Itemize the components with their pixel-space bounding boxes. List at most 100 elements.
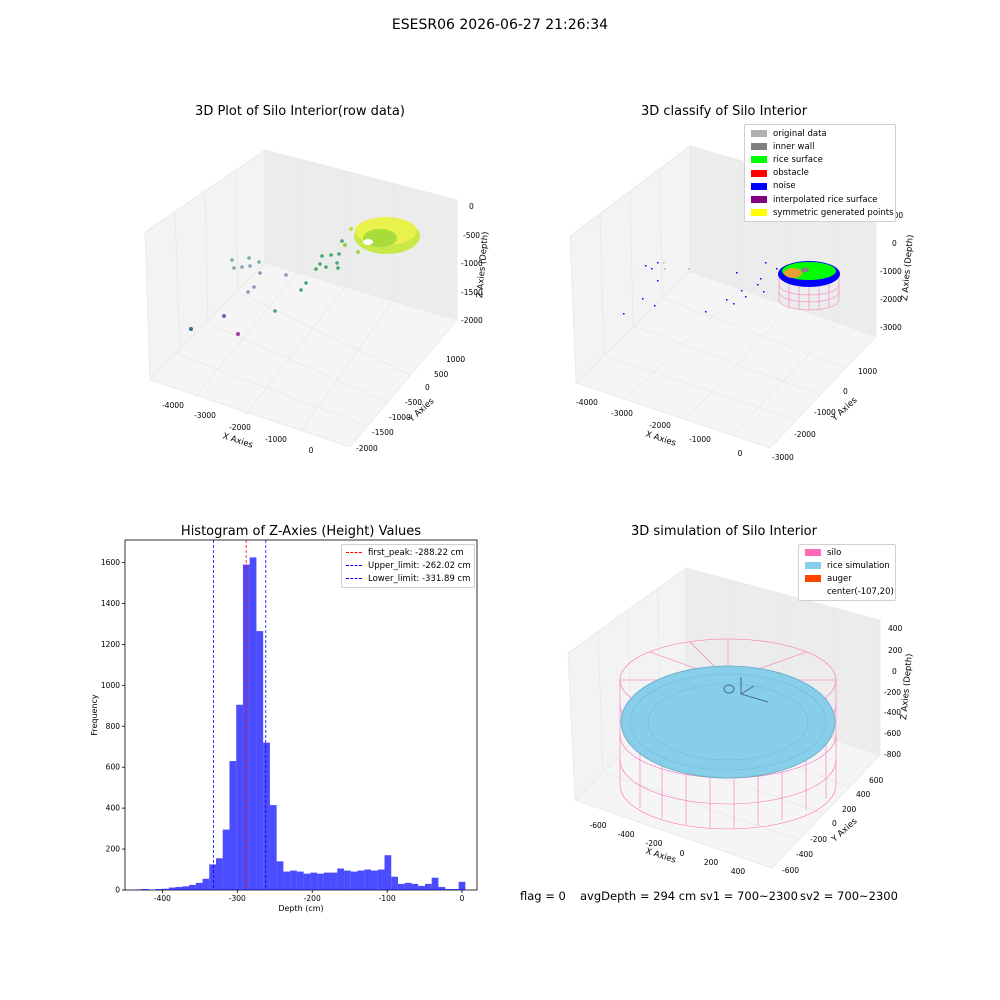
histogram-x-tick-label: -300 [229,894,246,903]
legend-label: interpolated rice surface [773,194,878,205]
legend-item: first_peak: -288.22 cm [342,546,474,559]
simulation-x-label: X Axies [644,846,677,865]
histogram-y-label: Frequency [90,694,99,736]
simulation-z-tick: -200 [884,688,901,697]
legend-swatch [346,578,362,580]
simulation-x-tick: -600 [589,821,606,830]
simulation-x-tick: 400 [731,867,746,876]
histogram-y-tick-label: 400 [106,804,121,813]
legend-label: center(-107,20) [827,587,894,598]
simulation-z-tick: 0 [892,667,897,676]
classify-y-tick: -1000 [814,408,836,417]
histogram-bar [344,870,351,890]
raw-z-tick: -1500 [461,288,483,297]
histogram-bar [168,887,176,890]
histogram-bar [195,882,203,890]
histogram-bar [377,869,385,890]
simulation-legend: silo rice simulation auger center(-107,20) [798,544,896,601]
legend-item: silo [799,546,895,559]
legend-label: auger [827,573,852,584]
legend-swatch [346,552,362,554]
raw-y-tick: 0 [425,383,430,392]
histogram-bar [458,881,466,890]
legend-label: obstacle [773,168,809,179]
histogram-bar [411,883,419,890]
legend-swatch [751,156,767,164]
simulation-y-tick: 400 [856,790,871,799]
simulation-x-tick: -400 [617,830,634,839]
legend-item: rice simulation [799,559,895,572]
histogram-bar [229,761,237,890]
histogram-y-tick-label: 0 [115,886,120,895]
status-avg-depth: avgDepth = 294 cm [580,889,697,903]
raw-3d-plot: -4000 -3000 -2000 -1000 0 1000 500 0 -50… [144,149,490,455]
legend-swatch [805,549,821,557]
histogram-bar [310,872,318,890]
legend-label: first_peak: -288.22 cm [368,547,464,558]
simulation-z-tick: -600 [884,729,901,738]
histogram-y-tick-label: 800 [106,722,121,731]
histogram-bar [317,873,324,890]
raw-z-tick: 0 [469,202,474,211]
classify-z-label: Z Axies (Depth) [900,234,916,301]
histogram-bar [303,873,311,890]
simulation-x-tick: 0 [680,849,685,858]
simulation-3d-plot: -600 -400 -200 0 200 400 600 400 200 0 -… [567,567,915,876]
raw-y-tick: -2000 [356,444,378,453]
simulation-x-tick: 200 [704,858,719,867]
classify-y-tick: -2000 [794,430,816,439]
simulation-y-tick: 200 [842,805,857,814]
histogram-bar [431,877,439,890]
classify-z-tick: 0 [892,239,897,248]
legend-swatch [751,209,767,217]
histogram-bar [215,858,223,890]
histogram-bar [364,869,372,890]
histogram-y-tick-label: 200 [106,845,121,854]
classify-y-tick: 1000 [858,367,877,376]
legend-item: interpolated rice surface [745,193,895,206]
simulation-y-tick: -200 [810,835,827,844]
histogram-bar [371,870,378,890]
legend-label: silo [827,547,842,558]
histogram-bar [236,704,243,890]
classify-x-tick: -4000 [576,398,598,407]
histogram-bar [323,872,331,890]
histogram-bar [424,883,432,890]
simulation-z-tick: -400 [884,708,901,717]
histogram-bar [397,883,405,890]
raw-plot-title: 3D Plot of Silo Interior(row data) [195,104,405,119]
classify-x-tick: -1000 [689,435,711,444]
legend-label: Upper_limit: -262.02 cm [368,560,471,571]
histogram-bar [337,868,345,890]
histogram-bar [451,888,459,890]
histogram-bar [249,557,257,890]
legend-label: symmetric generated points [773,207,894,218]
histogram-bar [418,885,425,890]
histogram-bar [438,886,446,890]
classify-x-tick: -3000 [611,409,633,418]
legend-item: rice surface [745,153,895,166]
simulation-y-tick: 0 [832,819,837,828]
histogram-x-tick-label: -200 [304,894,321,903]
legend-swatch [751,169,767,177]
histogram-bar [330,872,338,890]
raw-y-tick: -500 [405,398,422,407]
simulation-x-tick: -200 [645,839,662,848]
legend-item: Upper_limit: -262.02 cm [342,559,474,572]
histogram-bar [209,864,216,890]
histogram-x-tick-label: -100 [379,894,396,903]
classify-legend: original data inner wall rice surface obsta… [744,124,896,223]
histogram-bar [189,884,196,890]
raw-x-label: X Axies [221,431,254,450]
status-sv1: sv1 = 700~2300 [700,889,798,903]
simulation-y-tick: 600 [869,776,884,785]
legend-label: original data [773,128,827,139]
histogram-bar [222,829,230,890]
legend-swatch [751,130,767,138]
raw-y-tick: 1000 [446,355,465,364]
raw-x-tick: -2000 [229,423,251,432]
raw-x-tick: 0 [309,446,314,455]
classify-x-label: X Axies [644,429,677,448]
histogram-x-tick-label: -400 [154,894,171,903]
legend-label: rice surface [773,154,823,165]
